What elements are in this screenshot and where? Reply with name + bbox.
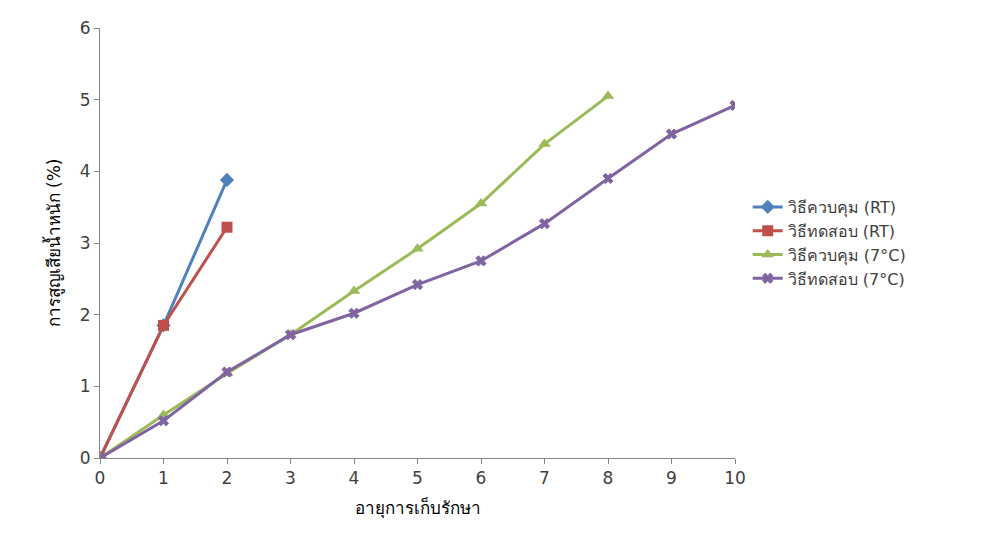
svg-text:10: 10: [724, 468, 746, 488]
svg-text:0: 0: [80, 448, 91, 468]
svg-text:3: 3: [80, 233, 91, 253]
svg-text:4: 4: [349, 468, 360, 488]
svg-text:5: 5: [412, 468, 423, 488]
svg-text:6: 6: [80, 18, 91, 38]
svg-text:1: 1: [158, 468, 169, 488]
svg-text:3: 3: [285, 468, 296, 488]
svg-text:8: 8: [603, 468, 614, 488]
svg-text:4: 4: [80, 161, 91, 181]
svg-text:0: 0: [95, 468, 106, 488]
svg-text:อายุการเก็บรักษา: อายุการเก็บรักษา: [355, 497, 481, 519]
svg-text:วิธีทดสอบ (7°C): วิธีทดสอบ (7°C): [788, 270, 905, 289]
svg-text:การสูญเสียน้ำหนัก (%): การสูญเสียน้ำหนัก (%): [42, 159, 65, 328]
svg-text:2: 2: [222, 468, 233, 488]
svg-text:6: 6: [476, 468, 487, 488]
svg-text:9: 9: [666, 468, 677, 488]
svg-text:7: 7: [539, 468, 550, 488]
svg-text:2: 2: [80, 305, 91, 325]
svg-text:วิธีทดสอบ (RT): วิธีทดสอบ (RT): [788, 222, 895, 241]
svg-text:วิธีควบคุม (7°C): วิธีควบคุม (7°C): [788, 246, 906, 266]
svg-text:5: 5: [80, 90, 91, 110]
svg-text:1: 1: [80, 376, 91, 396]
svg-text:วิธีควบคุม (RT): วิธีควบคุม (RT): [788, 198, 896, 218]
